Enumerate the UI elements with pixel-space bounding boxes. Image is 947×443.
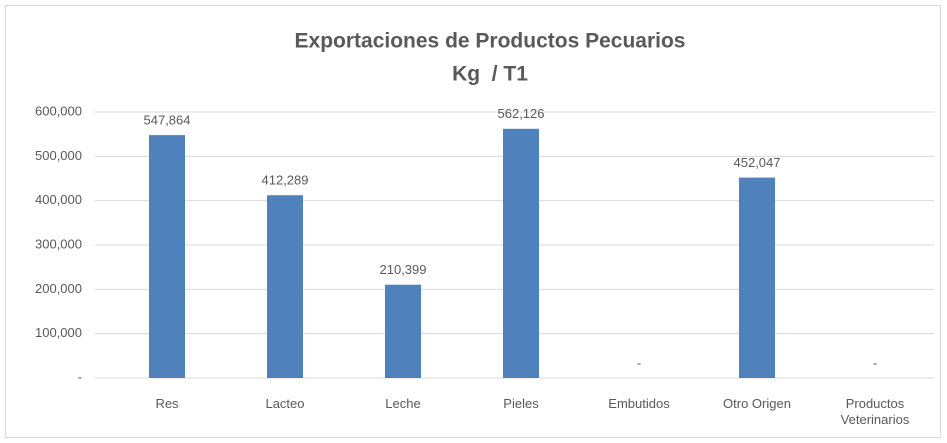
y-tick-label: -	[78, 369, 82, 384]
x-tick-label: Res	[155, 396, 179, 411]
value-label: 210,399	[380, 262, 427, 277]
y-tick-label: 100,000	[35, 325, 82, 340]
value-label: 452,047	[734, 155, 781, 170]
x-tick-label: Productos Veterinarios	[840, 396, 910, 427]
value-label: 412,289	[262, 173, 309, 188]
bar	[739, 177, 775, 378]
bar	[385, 284, 421, 378]
x-tick-label: Leche	[385, 396, 421, 411]
y-tick-label: 400,000	[35, 192, 82, 207]
value-label: 547,864	[144, 113, 191, 128]
x-tick-label: Otro Origen	[723, 396, 791, 411]
y-tick-label: 300,000	[35, 236, 82, 251]
y-tick-label: 600,000	[35, 103, 82, 118]
y-tick-label: 500,000	[35, 148, 82, 163]
value-label: 562,126	[498, 106, 545, 121]
x-tick-label: Pieles	[503, 396, 539, 411]
bar	[149, 135, 185, 378]
value-label: -	[873, 355, 877, 370]
y-tick-label: 200,000	[35, 281, 82, 296]
bar	[503, 128, 539, 378]
value-label: -	[637, 355, 641, 370]
bar	[267, 195, 303, 378]
chart-subtitle: Kg / T1	[452, 63, 528, 86]
chart-title: Exportaciones de Productos Pecuarios	[295, 30, 686, 53]
x-tick-label: Embutidos	[608, 396, 670, 411]
x-tick-label: Lacteo	[265, 396, 305, 411]
